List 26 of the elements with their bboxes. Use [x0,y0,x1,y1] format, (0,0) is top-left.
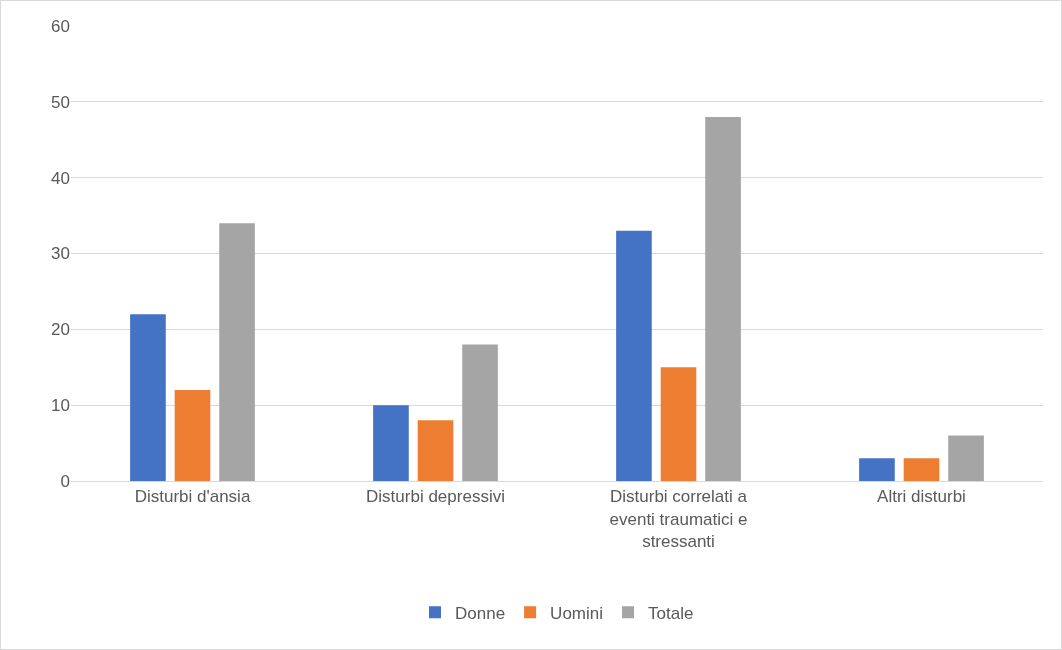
y-tick-label: 10 [51,396,70,416]
bar [219,223,255,481]
x-tick-label: Disturbi depressivi [366,487,505,507]
bar [174,390,211,481]
bar [373,405,409,481]
x-tick-label: Altri disturbi [877,487,966,507]
legend-label: Totale [648,603,694,623]
bar [616,230,652,481]
bar [660,367,697,481]
y-tick-label: 60 [51,16,70,36]
bar [130,314,166,481]
y-tick-label: 0 [60,471,70,491]
x-tick-label: Disturbi d'ansia [134,487,251,507]
bar [417,420,454,481]
y-tick-label: 40 [51,168,70,188]
bar [705,117,741,481]
y-tick-label: 50 [51,92,70,112]
bar [903,458,940,481]
y-tick-label: 20 [51,320,70,340]
bar [948,435,984,481]
bar [859,458,895,481]
x-tick-label: Disturbi correlati a eventi traumatici e stressanti [609,487,748,551]
legend-label: Uomini [550,603,604,623]
bar [462,344,498,481]
legend-label: Donne [455,603,506,623]
y-tick-label: 30 [51,244,70,264]
